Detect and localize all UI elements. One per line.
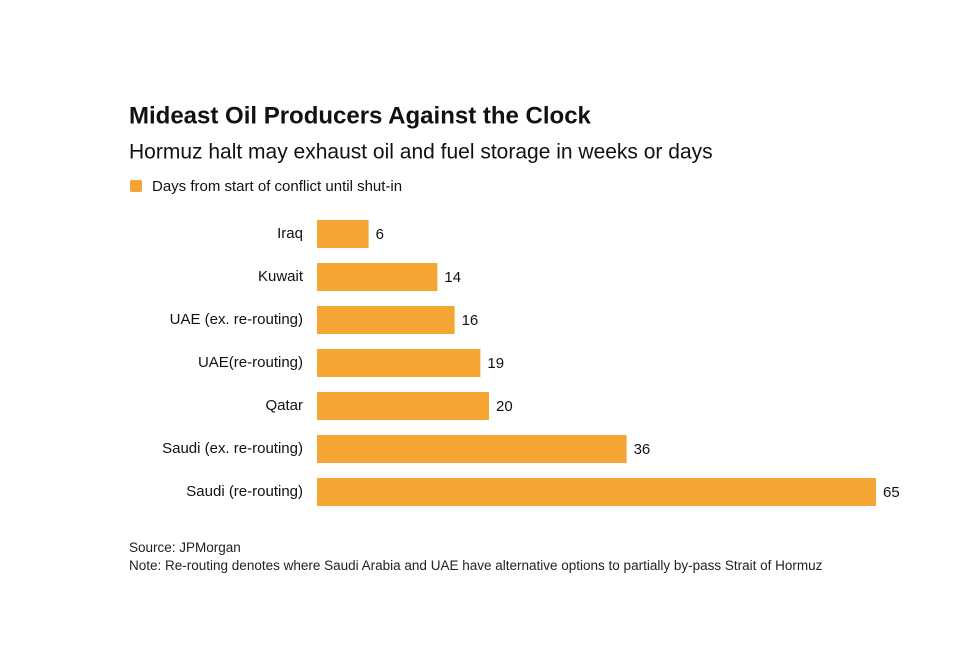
category-label: Kuwait <box>258 268 304 285</box>
chart-subtitle: Hormuz halt may exhaust oil and fuel sto… <box>129 141 713 164</box>
bar <box>317 478 876 506</box>
chart-title: Mideast Oil Producers Against the Clock <box>129 102 592 129</box>
bar <box>317 220 369 248</box>
category-label: UAE(re-routing) <box>198 354 303 371</box>
bar <box>317 263 438 291</box>
bar <box>317 392 489 420</box>
legend-swatch <box>130 180 142 192</box>
category-label: Iraq <box>277 225 303 242</box>
value-label: 16 <box>462 312 479 329</box>
value-label: 65 <box>883 484 900 501</box>
value-label: 19 <box>487 355 504 372</box>
bar <box>317 435 627 463</box>
bar <box>317 349 481 377</box>
note: Note: Re-routing denotes where Saudi Ara… <box>129 558 823 573</box>
legend-label: Days from start of conflict until shut-i… <box>152 178 402 195</box>
value-label: 20 <box>496 398 513 415</box>
value-label: 14 <box>444 269 461 286</box>
value-label: 6 <box>376 226 384 243</box>
bar <box>317 306 455 334</box>
source: Source: JPMorgan <box>129 540 241 555</box>
category-label: UAE (ex. re-routing) <box>170 311 303 328</box>
category-label: Saudi (ex. re-routing) <box>162 440 303 457</box>
category-label: Saudi (re-routing) <box>186 483 303 500</box>
category-label: Qatar <box>265 397 303 414</box>
value-label: 36 <box>634 441 651 458</box>
